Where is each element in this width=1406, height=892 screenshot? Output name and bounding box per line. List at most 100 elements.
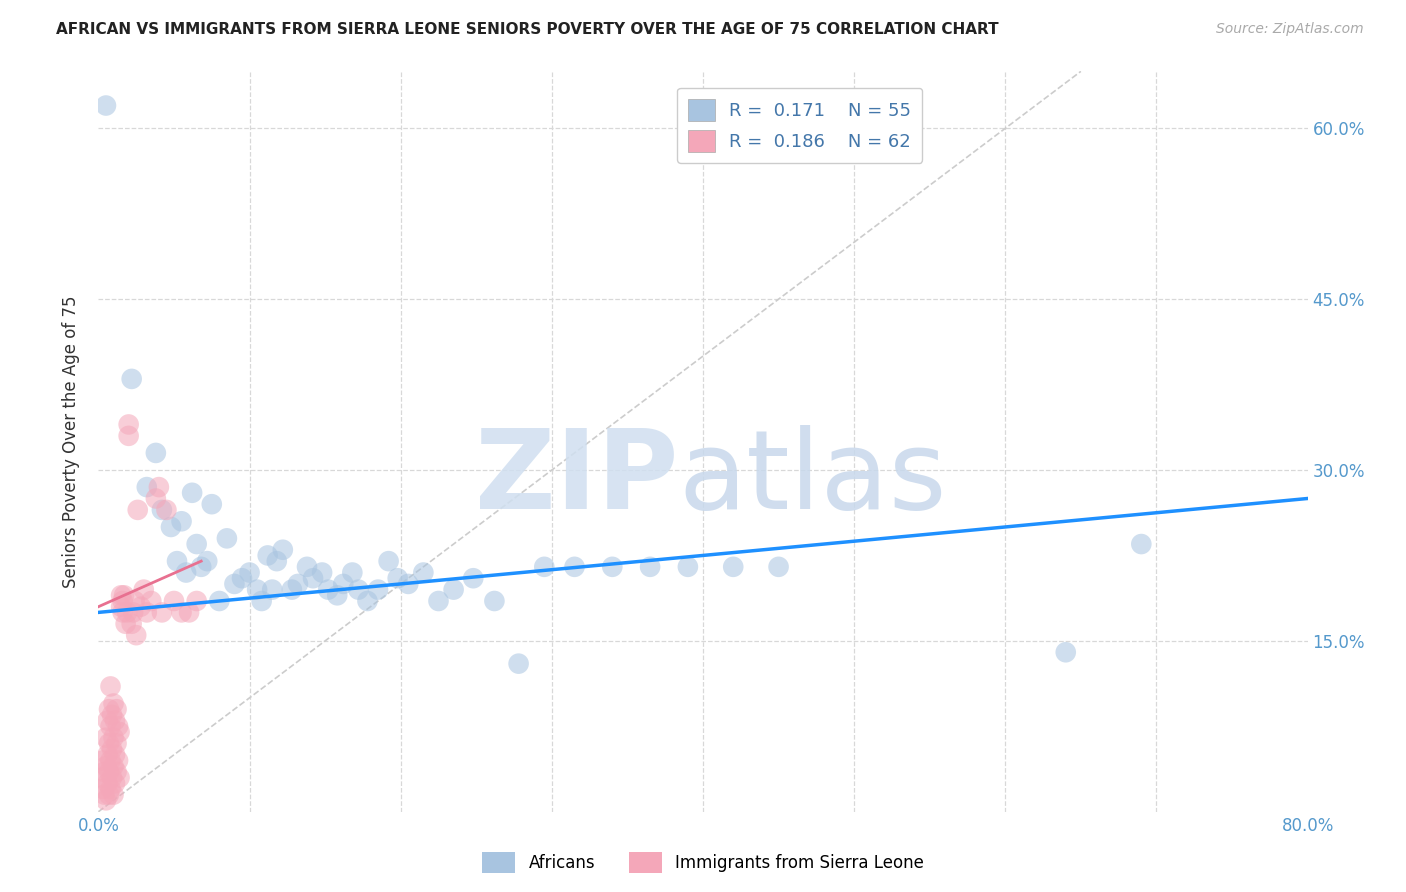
Point (186, 594, 208, 608)
Point (160, 520, 183, 534)
Point (186, 537, 208, 551)
Point (287, 577, 309, 591)
Point (115, 606, 138, 620)
Point (98, 736, 121, 750)
Y-axis label: Seniors Poverty Over the Age of 75: Seniors Poverty Over the Age of 75 (62, 295, 80, 588)
Point (94, 793, 117, 807)
Point (295, 559, 318, 574)
Point (121, 616, 143, 631)
Point (104, 714, 127, 728)
Point (104, 747, 127, 762)
Point (246, 582, 269, 597)
Point (94, 98, 117, 112)
Point (103, 697, 125, 711)
Point (166, 554, 188, 568)
Point (326, 588, 349, 602)
Point (93, 764, 115, 779)
Point (98, 764, 121, 779)
Point (1054, 645, 1077, 659)
Text: Source: ZipAtlas.com: Source: ZipAtlas.com (1216, 22, 1364, 37)
Point (94, 759, 117, 773)
Point (271, 542, 294, 557)
Point (124, 594, 146, 608)
Point (108, 725, 131, 739)
Point (150, 606, 173, 620)
Point (118, 429, 141, 443)
Point (155, 503, 177, 517)
Point (768, 559, 790, 574)
Point (118, 417, 141, 432)
Point (427, 594, 450, 608)
Point (367, 582, 389, 597)
Point (98, 702, 121, 716)
Point (174, 566, 197, 580)
Point (125, 628, 148, 642)
Point (302, 571, 325, 585)
Point (100, 754, 122, 768)
Point (114, 616, 136, 631)
Point (108, 771, 131, 785)
Point (239, 566, 262, 580)
Point (121, 372, 143, 386)
Point (179, 606, 201, 620)
Point (190, 559, 212, 574)
Point (96, 747, 118, 762)
Point (676, 559, 699, 574)
Point (412, 566, 434, 580)
Point (105, 764, 128, 779)
Point (638, 559, 661, 574)
Legend: R =  0.171    N = 55, R =  0.186    N = 62: R = 0.171 N = 55, R = 0.186 N = 62 (678, 87, 922, 162)
Point (148, 480, 170, 494)
Point (111, 606, 134, 620)
Point (163, 594, 186, 608)
Point (195, 554, 218, 568)
Point (103, 759, 125, 773)
Point (110, 588, 132, 602)
Point (262, 582, 284, 597)
Point (215, 532, 238, 546)
Point (96, 714, 118, 728)
Point (723, 559, 745, 574)
Point (105, 736, 128, 750)
Point (311, 566, 333, 580)
Point (107, 754, 129, 768)
Point (170, 514, 193, 528)
Point (135, 480, 157, 494)
Point (141, 594, 163, 608)
Point (127, 503, 149, 517)
Point (100, 680, 122, 694)
Point (90, 771, 112, 785)
Point (602, 559, 624, 574)
Point (110, 599, 132, 614)
Point (377, 554, 399, 568)
Point (181, 485, 204, 500)
Point (101, 707, 124, 722)
Point (145, 491, 167, 506)
Point (101, 742, 124, 756)
Point (356, 594, 378, 608)
Point (94, 731, 117, 745)
Point (111, 594, 134, 608)
Point (1130, 537, 1153, 551)
Point (231, 571, 253, 585)
Point (396, 577, 419, 591)
Point (129, 599, 152, 614)
Point (105, 702, 128, 716)
Point (201, 497, 224, 511)
Point (98, 788, 121, 802)
Point (564, 559, 586, 574)
Text: atlas: atlas (679, 425, 948, 532)
Text: ZIP: ZIP (475, 425, 679, 532)
Point (96, 776, 118, 790)
Point (93, 788, 115, 802)
Point (132, 582, 155, 597)
Point (316, 582, 339, 597)
Point (342, 566, 364, 580)
Point (145, 446, 167, 460)
Point (107, 719, 129, 733)
Point (463, 571, 485, 585)
Point (170, 606, 193, 620)
Point (281, 582, 304, 597)
Point (100, 781, 122, 796)
Point (103, 731, 125, 745)
